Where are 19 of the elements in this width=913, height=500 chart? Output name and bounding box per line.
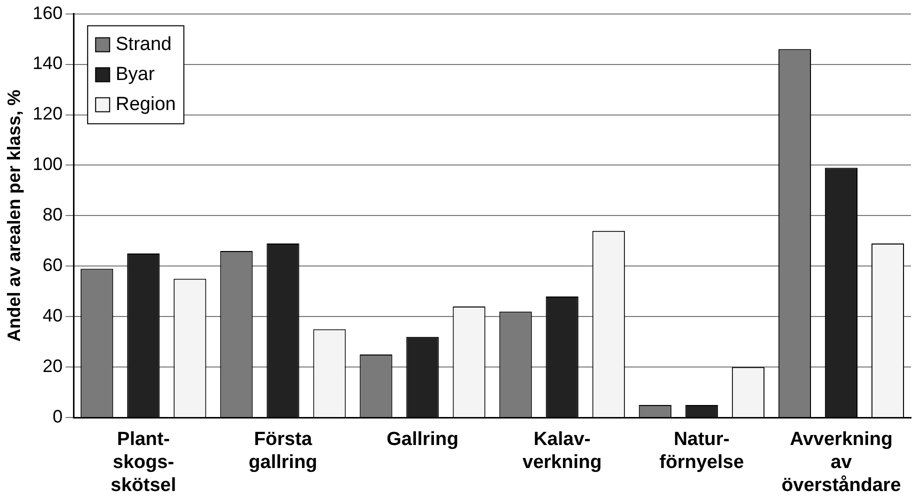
- y-tick-label: 100: [32, 154, 63, 174]
- x-tick-label: Natur- förnyelse: [659, 429, 744, 474]
- y-tick-label: 0: [52, 406, 63, 427]
- legend-label: Strand: [116, 34, 172, 56]
- y-tick-label: 140: [32, 53, 63, 74]
- x-tick-label: Kalav- verkning: [522, 429, 602, 474]
- y-tick-label: 20: [42, 356, 63, 376]
- y-tick-label: 80: [42, 204, 63, 225]
- legend-label: Byar: [116, 64, 156, 86]
- y-tick-label: 160: [32, 2, 63, 23]
- x-tick-label: Avverkning av överståndare: [782, 429, 901, 496]
- y-axis-title: Andel av arealen per klass, %: [4, 90, 24, 342]
- legend-label: Region: [116, 94, 176, 116]
- y-tick-label: 120: [32, 104, 63, 124]
- y-tick-label: 40: [42, 306, 63, 326]
- y-tick-label: 60: [42, 255, 63, 276]
- x-tick-label: Plant- skogs- skötsel: [110, 429, 176, 496]
- x-tick-label: Gallring: [386, 429, 458, 450]
- x-tick-label: Första gallring: [248, 429, 318, 474]
